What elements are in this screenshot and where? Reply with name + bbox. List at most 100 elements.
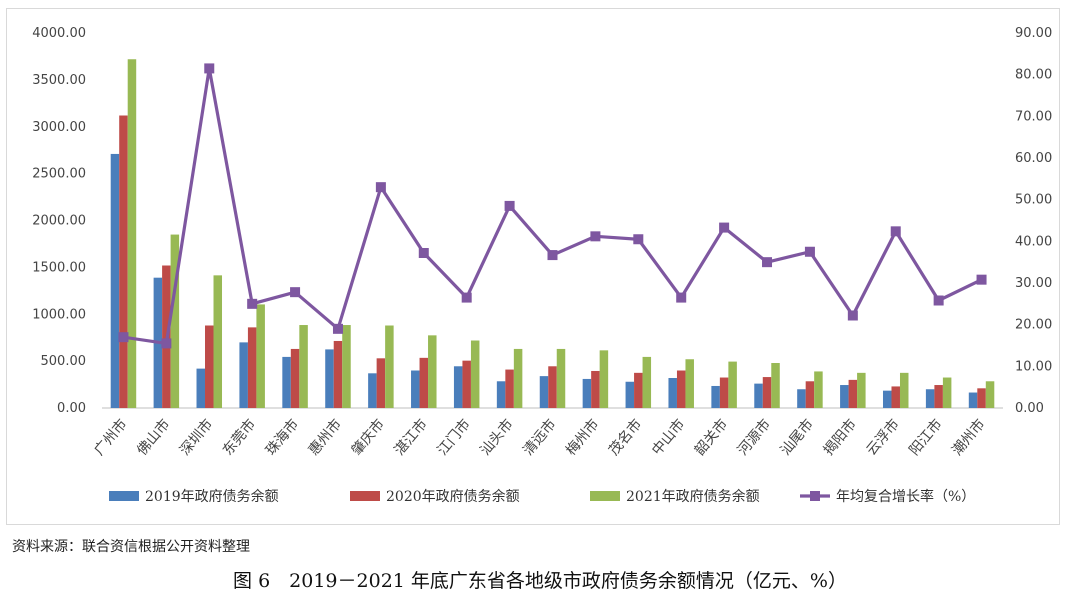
bar: [333, 340, 343, 408]
growth-rate-point: [332, 323, 343, 334]
bar: [882, 390, 892, 408]
bar: [247, 327, 257, 408]
bar: [977, 388, 986, 408]
y-tick-label: 2000.00: [32, 214, 86, 229]
growth-rate-point: [461, 292, 472, 303]
y2-tick-label: 40.00: [1015, 234, 1052, 249]
bar: [419, 357, 429, 408]
category-label: 梅州市: [562, 416, 602, 459]
y-tick-label: 3500.00: [32, 73, 86, 88]
bar: [934, 385, 943, 408]
bar: [942, 377, 952, 408]
bar: [591, 370, 600, 408]
category-label: 河源市: [734, 416, 774, 459]
bar: [282, 356, 291, 408]
bar: [985, 381, 995, 408]
source-note: 资料来源：联合资信根据公开资料整理: [12, 539, 250, 555]
bar: [496, 381, 506, 408]
bar: [299, 325, 308, 408]
bar: [342, 325, 351, 408]
bar: [462, 360, 471, 408]
bar: [634, 372, 643, 408]
bar: [239, 342, 248, 408]
y2-tick-label: 10.00: [1015, 359, 1052, 374]
y-tick-label: 3000.00: [32, 120, 86, 135]
figure-caption: 图 6 2019－2021 年底广东省各地级市政府债务余额情况（亿元、%）: [233, 570, 847, 592]
bar: [368, 373, 377, 408]
growth-rate-point: [847, 310, 858, 321]
bar: [625, 381, 635, 408]
y2-tick-label: 80.00: [1015, 68, 1052, 83]
bar: [428, 335, 437, 408]
bar: [170, 234, 180, 408]
bar: [668, 378, 677, 408]
bar: [453, 366, 463, 408]
bar: [110, 153, 120, 408]
bar: [685, 359, 694, 408]
y2-tick-label: 60.00: [1015, 151, 1052, 166]
y-tick-label: 4000.00: [32, 26, 86, 41]
growth-rate-point: [204, 63, 215, 74]
bar: [385, 325, 394, 408]
growth-rate-point: [247, 298, 258, 309]
bar: [556, 348, 566, 408]
growth-rate-point: [504, 200, 515, 211]
category-label: 东莞市: [219, 416, 259, 459]
growth-rate-point: [762, 257, 773, 268]
chart-frame: 0.00 500.00 1000.00 1500.00 2000.00 2500.00 30…: [6, 8, 1060, 525]
legend-swatch: [109, 491, 139, 501]
y-tick-label: 0.00: [57, 401, 86, 416]
y2-tick-label: 70.00: [1015, 109, 1052, 124]
bar: [857, 372, 866, 408]
bar: [797, 389, 806, 408]
growth-rate-point: [676, 292, 687, 303]
bar: [762, 377, 772, 408]
y-tick-label: 500.00: [41, 354, 87, 369]
category-label: 惠州市: [305, 416, 345, 459]
bar: [290, 348, 300, 408]
category-label: 珠海市: [262, 416, 302, 459]
legend-swatch: [590, 491, 620, 501]
y2-tick-label: 30.00: [1015, 276, 1052, 291]
category-label: 江门市: [434, 416, 474, 459]
category-label: 肇庆市: [348, 416, 388, 459]
bar: [205, 325, 214, 408]
bar: [728, 361, 737, 408]
y2-tick-label: 0.00: [1015, 401, 1044, 416]
category-label: 湛江市: [391, 416, 431, 459]
bar: [891, 386, 900, 408]
growth-rate-point: [375, 182, 386, 193]
growth-rate-point: [547, 250, 558, 261]
bar: [711, 385, 720, 408]
category-label: 阳江市: [906, 416, 946, 459]
category-label: 潮州市: [949, 416, 989, 459]
y2-tick-label: 50.00: [1015, 193, 1052, 208]
bar: [676, 370, 686, 408]
chart-svg: 0.00 500.00 1000.00 1500.00 2000.00 2500.00 30…: [32, 26, 1052, 505]
bar: [925, 389, 935, 408]
y-tick-label: 1000.00: [32, 307, 86, 322]
bar: [771, 363, 780, 408]
bar: [196, 368, 206, 408]
growth-rate-point: [890, 226, 901, 237]
bar: [325, 349, 334, 408]
growth-rate-point: [976, 274, 987, 285]
y2-tick-label: 20.00: [1015, 318, 1052, 333]
bar: [256, 304, 265, 408]
growth-rate-point: [633, 234, 644, 245]
category-label: 佛山市: [133, 416, 173, 459]
bar: [582, 378, 592, 408]
growth-rate-point: [804, 246, 815, 257]
bar: [642, 356, 652, 408]
bar: [513, 348, 523, 408]
bar: [805, 381, 815, 408]
growth-rate-point: [290, 287, 301, 298]
growth-rate-point: [418, 248, 429, 258]
bar: [539, 376, 549, 408]
growth-rate-point: [161, 338, 172, 349]
bar: [470, 340, 480, 408]
y-tick-label: 1500.00: [32, 260, 86, 275]
bar: [505, 369, 514, 408]
bar: [719, 377, 729, 408]
line-layer: [118, 63, 987, 349]
